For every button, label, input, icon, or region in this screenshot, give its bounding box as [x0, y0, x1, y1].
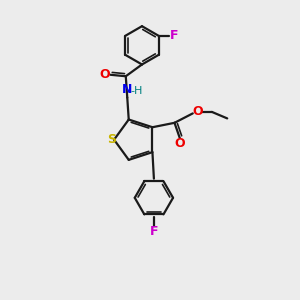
- Text: O: O: [175, 137, 185, 150]
- Text: N: N: [122, 83, 132, 96]
- Text: O: O: [100, 68, 110, 81]
- Text: -H: -H: [130, 86, 143, 96]
- Text: O: O: [193, 105, 203, 119]
- Text: F: F: [169, 29, 178, 42]
- Text: F: F: [150, 225, 158, 238]
- Text: S: S: [106, 133, 116, 146]
